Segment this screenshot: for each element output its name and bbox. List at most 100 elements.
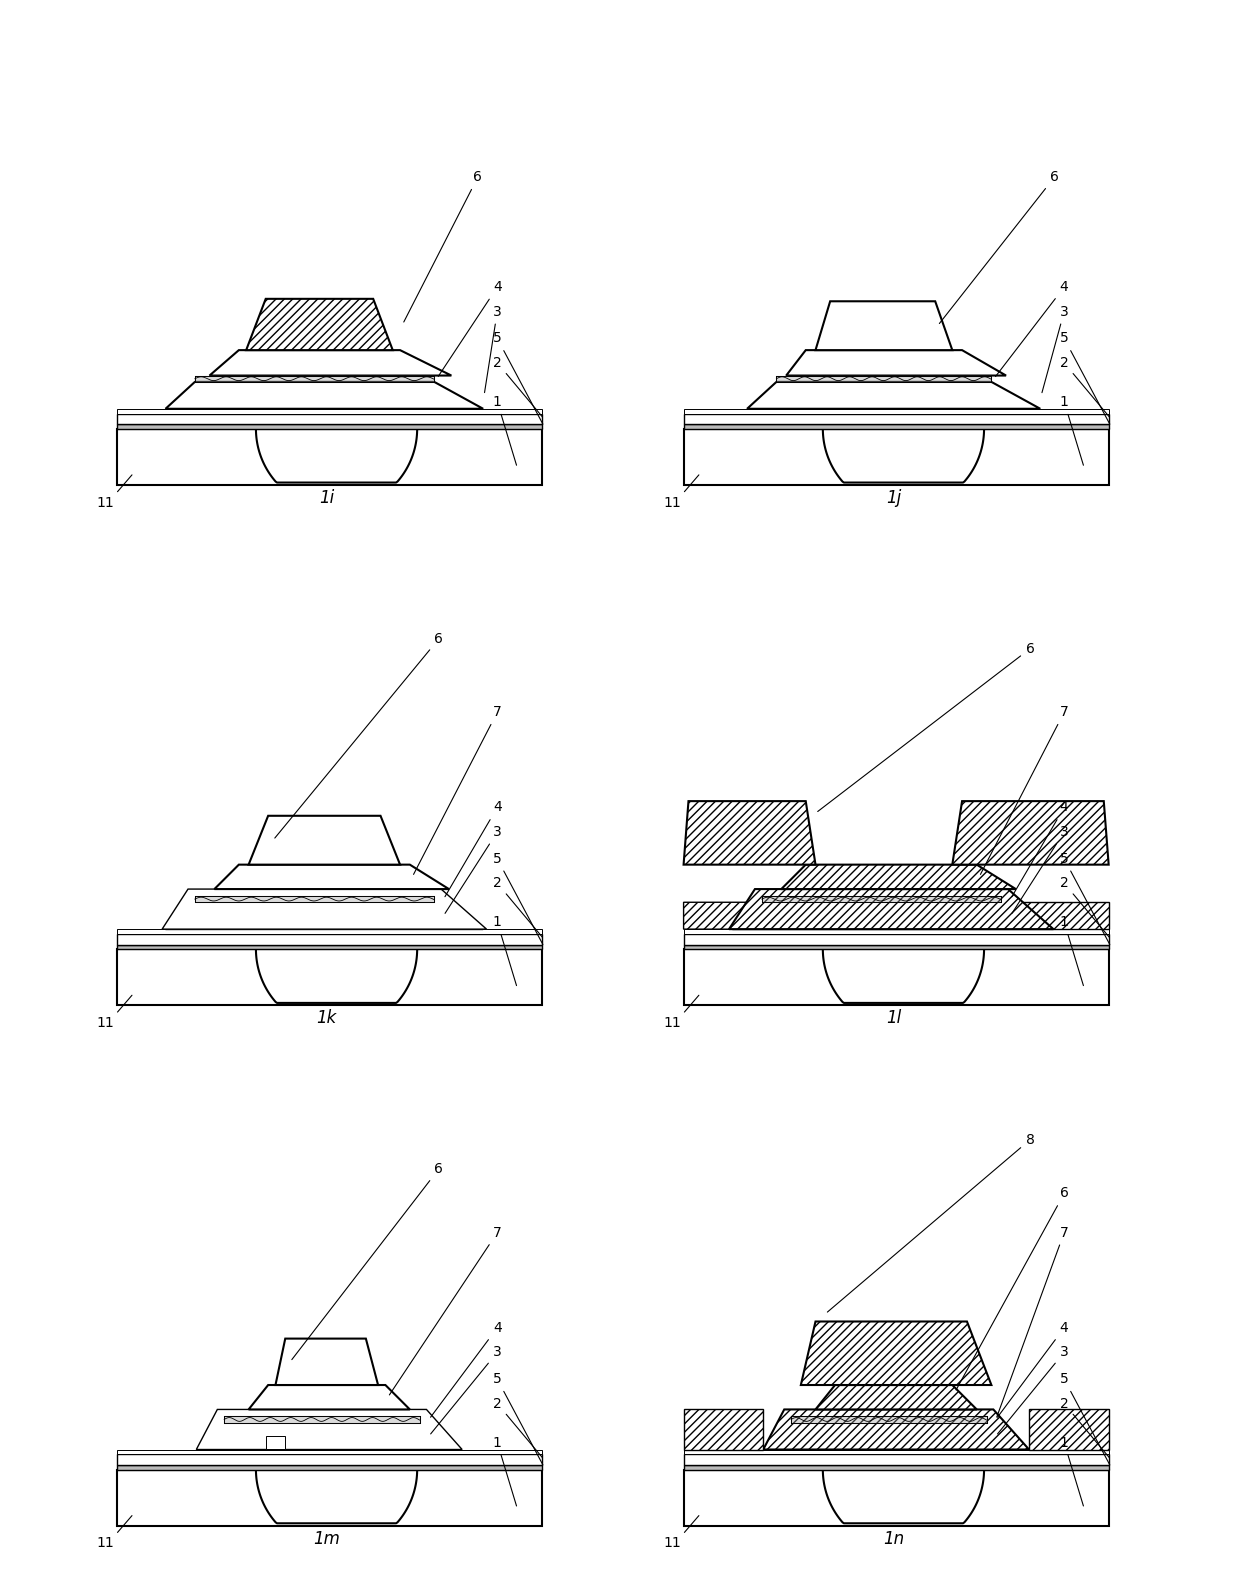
Text: 4: 4 bbox=[445, 800, 502, 896]
Polygon shape bbox=[683, 410, 1109, 414]
Text: 4: 4 bbox=[438, 280, 502, 376]
Polygon shape bbox=[683, 802, 816, 865]
Polygon shape bbox=[166, 902, 484, 929]
Text: 1j: 1j bbox=[887, 488, 901, 507]
Text: 3: 3 bbox=[445, 825, 502, 914]
Text: 1: 1 bbox=[1060, 395, 1084, 465]
Polygon shape bbox=[816, 1384, 977, 1410]
Polygon shape bbox=[117, 410, 542, 414]
Text: 1i: 1i bbox=[319, 488, 335, 507]
Polygon shape bbox=[1001, 902, 1109, 929]
Text: 1: 1 bbox=[1060, 915, 1084, 986]
Polygon shape bbox=[733, 902, 1050, 929]
Polygon shape bbox=[683, 1465, 1109, 1469]
Text: 6: 6 bbox=[275, 632, 443, 838]
Text: 7: 7 bbox=[997, 1225, 1069, 1418]
Polygon shape bbox=[248, 816, 401, 865]
Text: 1: 1 bbox=[492, 915, 517, 986]
Polygon shape bbox=[952, 802, 1109, 865]
Polygon shape bbox=[117, 424, 542, 428]
Text: 2: 2 bbox=[1060, 1397, 1110, 1457]
Text: 4: 4 bbox=[430, 1321, 502, 1418]
Polygon shape bbox=[683, 929, 1109, 934]
Polygon shape bbox=[683, 1410, 764, 1449]
Polygon shape bbox=[117, 1469, 542, 1526]
Polygon shape bbox=[729, 888, 1054, 929]
Polygon shape bbox=[166, 381, 484, 410]
Text: 2: 2 bbox=[1060, 356, 1110, 417]
Text: 1: 1 bbox=[492, 1436, 517, 1506]
Text: 2: 2 bbox=[1060, 876, 1110, 937]
Polygon shape bbox=[117, 929, 542, 934]
Polygon shape bbox=[683, 414, 1109, 424]
Text: 1k: 1k bbox=[316, 1010, 337, 1027]
Text: 11: 11 bbox=[663, 1016, 681, 1030]
Polygon shape bbox=[786, 350, 1006, 375]
Text: 1l: 1l bbox=[887, 1010, 901, 1027]
Text: 11: 11 bbox=[97, 496, 114, 510]
Polygon shape bbox=[275, 1339, 378, 1384]
Polygon shape bbox=[162, 888, 486, 929]
Text: 6: 6 bbox=[817, 641, 1034, 811]
Polygon shape bbox=[764, 1410, 1029, 1449]
Text: 1: 1 bbox=[492, 395, 517, 465]
Polygon shape bbox=[117, 414, 542, 424]
Text: 8: 8 bbox=[827, 1132, 1034, 1312]
Text: 5: 5 bbox=[1060, 852, 1110, 945]
Text: 2: 2 bbox=[492, 356, 542, 417]
Polygon shape bbox=[117, 934, 542, 945]
Polygon shape bbox=[801, 1321, 992, 1384]
Text: 11: 11 bbox=[663, 496, 681, 510]
Text: 3: 3 bbox=[1042, 304, 1069, 392]
Polygon shape bbox=[248, 1384, 410, 1410]
Polygon shape bbox=[683, 950, 1109, 1005]
Text: 5: 5 bbox=[1060, 1372, 1110, 1465]
Polygon shape bbox=[117, 945, 542, 950]
Text: 2: 2 bbox=[492, 876, 542, 937]
Text: 5: 5 bbox=[1060, 331, 1110, 424]
Polygon shape bbox=[683, 902, 761, 929]
Text: 3: 3 bbox=[997, 1345, 1069, 1433]
Polygon shape bbox=[683, 1469, 1109, 1526]
Text: 11: 11 bbox=[97, 1537, 114, 1550]
Text: 4: 4 bbox=[997, 1321, 1069, 1418]
Text: 7: 7 bbox=[414, 706, 502, 874]
Text: 5: 5 bbox=[492, 1372, 543, 1465]
Text: 1: 1 bbox=[1060, 1436, 1084, 1506]
Polygon shape bbox=[683, 1454, 1109, 1465]
Text: 11: 11 bbox=[97, 1016, 114, 1030]
Polygon shape bbox=[117, 428, 542, 485]
Text: 3: 3 bbox=[430, 1345, 502, 1433]
Text: 1m: 1m bbox=[314, 1529, 340, 1548]
Polygon shape bbox=[117, 1454, 542, 1465]
Polygon shape bbox=[683, 428, 1109, 485]
Text: 7: 7 bbox=[981, 706, 1069, 874]
Polygon shape bbox=[196, 1410, 463, 1449]
Polygon shape bbox=[683, 934, 1109, 945]
Text: 2: 2 bbox=[492, 1397, 542, 1457]
Polygon shape bbox=[683, 424, 1109, 428]
Polygon shape bbox=[781, 865, 1016, 888]
Polygon shape bbox=[683, 1449, 1109, 1454]
Polygon shape bbox=[117, 950, 542, 1005]
Polygon shape bbox=[748, 381, 1040, 410]
Text: 6: 6 bbox=[956, 1186, 1069, 1389]
Text: 6: 6 bbox=[404, 170, 482, 321]
Text: 4: 4 bbox=[1012, 800, 1069, 896]
Polygon shape bbox=[210, 350, 451, 375]
Polygon shape bbox=[215, 865, 449, 888]
Polygon shape bbox=[117, 1449, 542, 1454]
Text: 11: 11 bbox=[663, 1537, 681, 1550]
Text: 5: 5 bbox=[492, 852, 543, 945]
Polygon shape bbox=[117, 1465, 542, 1469]
Text: 1n: 1n bbox=[883, 1529, 904, 1548]
Text: 6: 6 bbox=[940, 170, 1059, 323]
Text: 6: 6 bbox=[291, 1162, 443, 1359]
Text: 3: 3 bbox=[485, 304, 502, 392]
Text: 7: 7 bbox=[389, 1225, 502, 1395]
Polygon shape bbox=[766, 1422, 1025, 1449]
Text: 3: 3 bbox=[1012, 825, 1069, 914]
Polygon shape bbox=[247, 299, 393, 350]
Text: 4: 4 bbox=[996, 280, 1069, 376]
Polygon shape bbox=[200, 1422, 459, 1449]
